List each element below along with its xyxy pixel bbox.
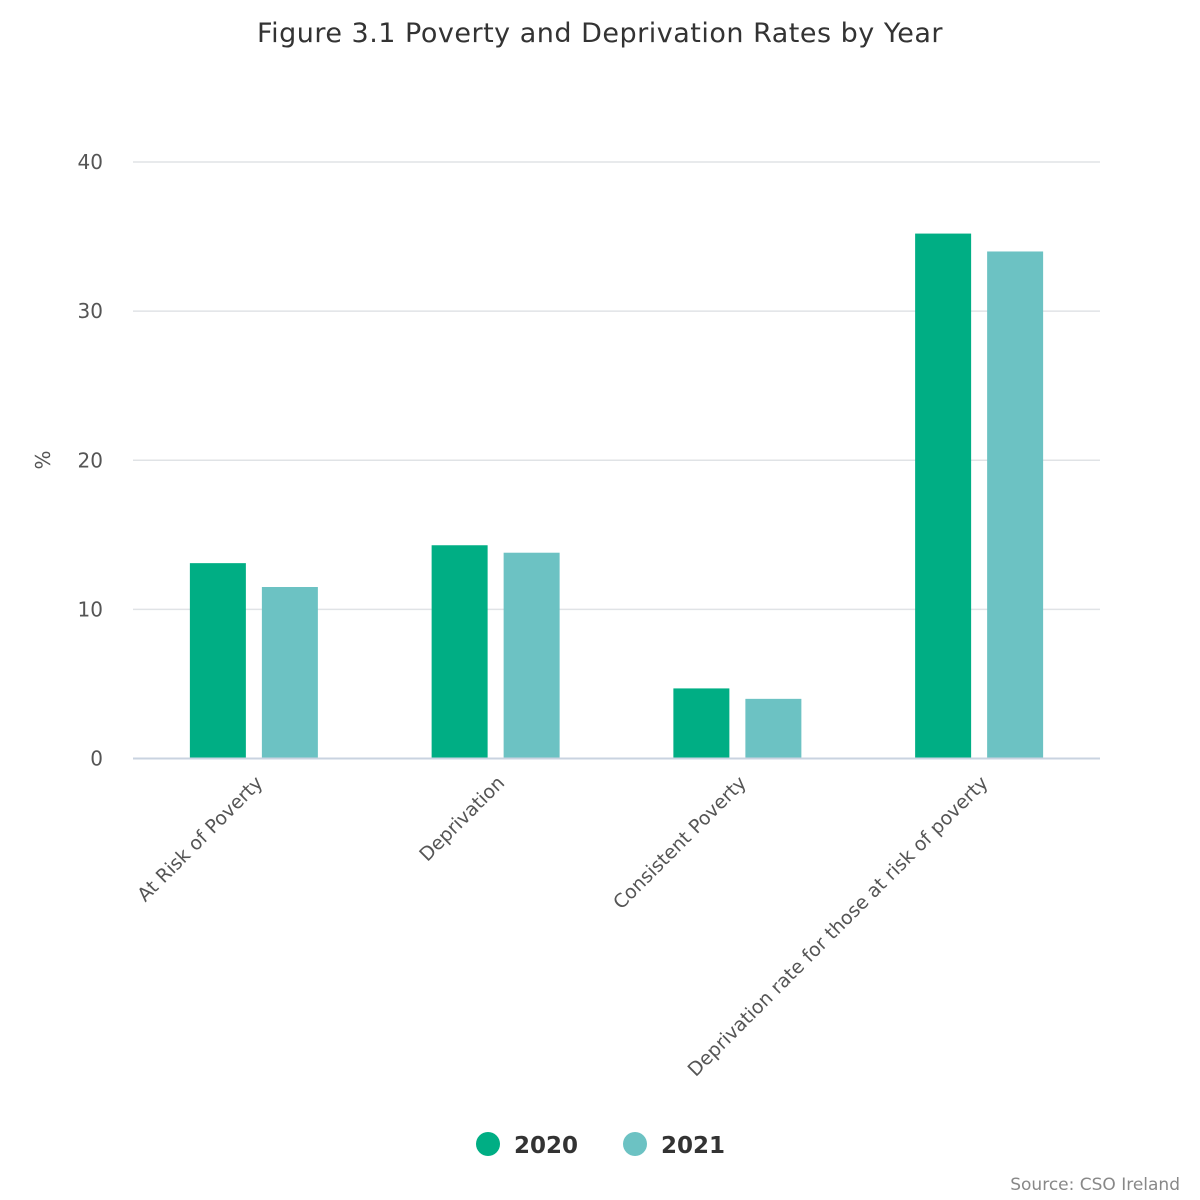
bar-2021-2 xyxy=(503,552,560,759)
bar-2021-3 xyxy=(745,698,802,759)
bar-2021-1 xyxy=(261,587,318,759)
legend-label-2021: 2021 xyxy=(661,1133,725,1159)
chart-title: Figure 3.1 Poverty and Deprivation Rates… xyxy=(257,18,943,49)
y-tick-label-0: 0 xyxy=(90,747,103,771)
y-tick-label-30: 30 xyxy=(78,299,103,323)
bar-2020-4 xyxy=(915,233,972,759)
legend: 2020 2021 xyxy=(476,1132,725,1159)
bars xyxy=(189,233,1044,759)
source-credit: Source: CSO Ireland xyxy=(1010,1175,1180,1195)
bar-2020-2 xyxy=(431,545,488,759)
legend-marker-2021 xyxy=(623,1132,647,1156)
bar-2021-4 xyxy=(987,251,1044,759)
y-tick-label-10: 10 xyxy=(78,597,103,621)
legend-label-2020: 2020 xyxy=(514,1133,578,1159)
bar-2020-1 xyxy=(189,563,246,759)
legend-marker-2020 xyxy=(476,1132,500,1156)
y-tick-label-40: 40 xyxy=(78,150,103,174)
y-axis-ticks: 0 10 20 30 40 xyxy=(78,150,103,771)
bar-2020-3 xyxy=(673,688,730,759)
y-tick-label-20: 20 xyxy=(78,448,103,472)
y-axis-title: % xyxy=(31,450,55,469)
